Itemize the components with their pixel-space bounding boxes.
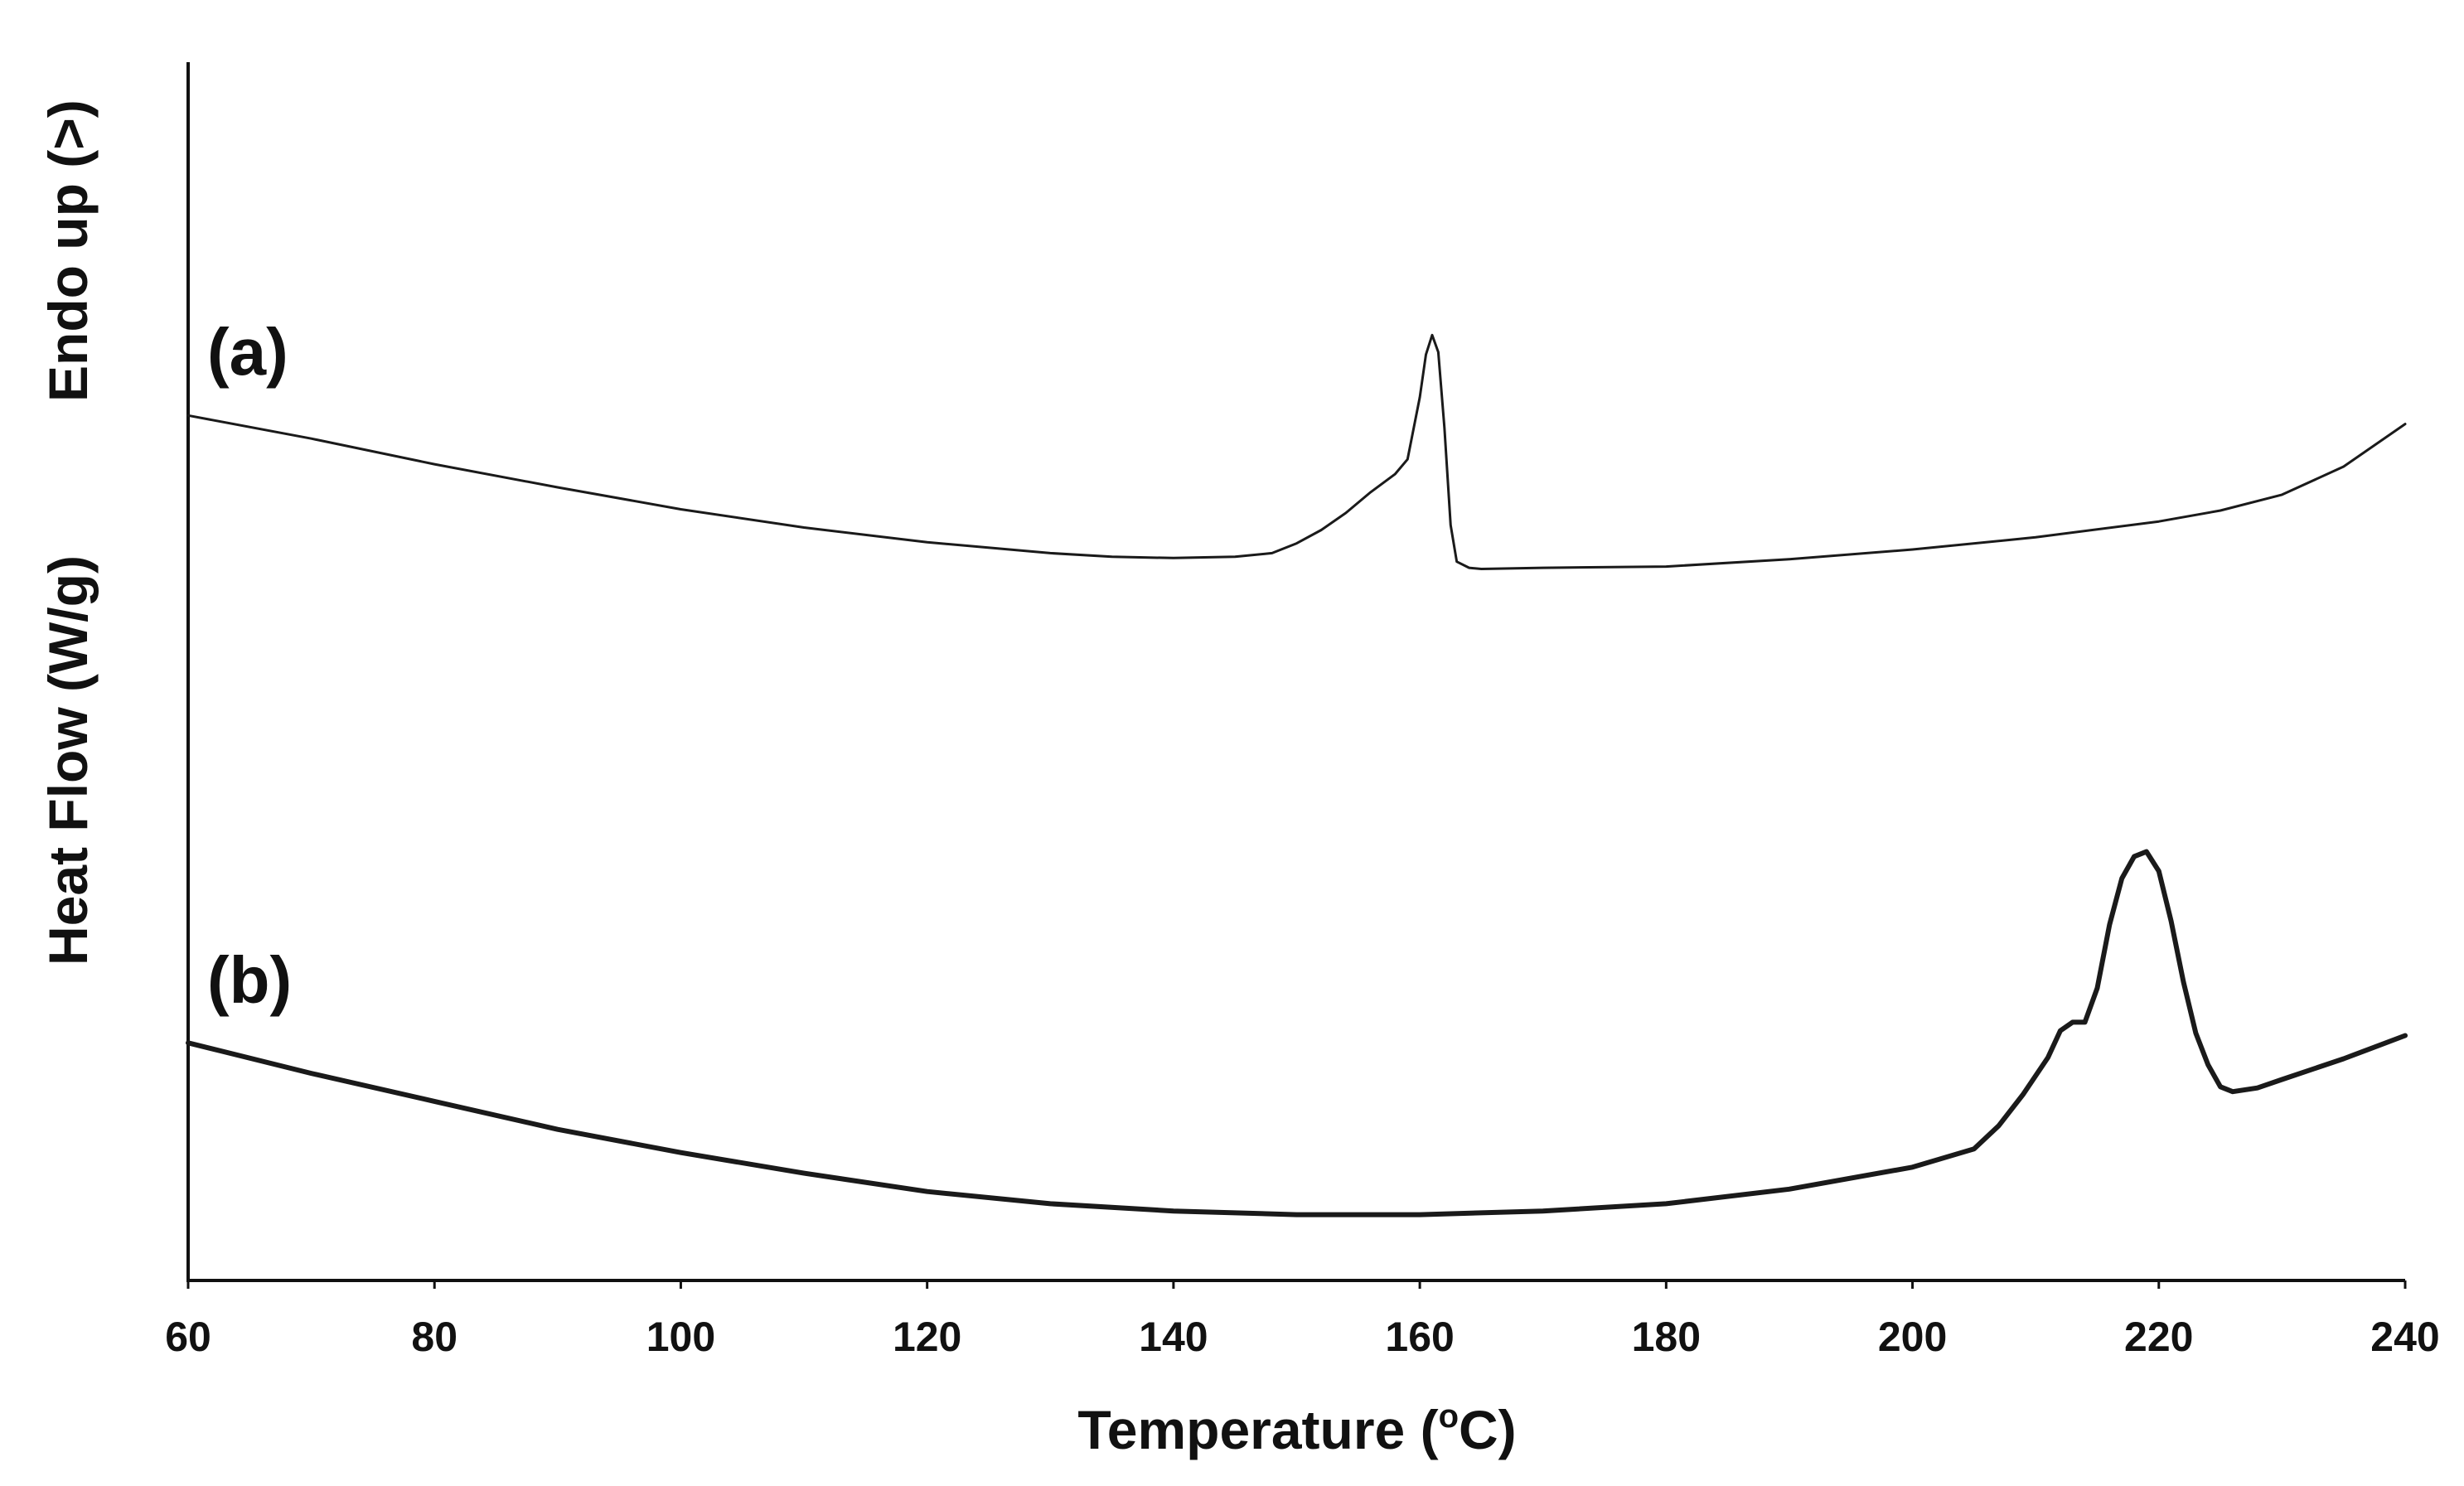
series-label-b: (b) xyxy=(207,943,292,1017)
series-line-a xyxy=(186,333,2407,570)
series-layer xyxy=(186,333,2408,1217)
x-axis-title: Temperature (oC) xyxy=(1077,1398,1516,1460)
x-tick-label: 160 xyxy=(1385,1314,1454,1360)
series-label-a: (a) xyxy=(207,315,288,389)
x-tick-label: 220 xyxy=(2124,1314,2193,1360)
x-tick-label: 140 xyxy=(1139,1314,1208,1360)
x-tick-label: 60 xyxy=(165,1314,211,1360)
x-tick-label: 100 xyxy=(646,1314,715,1360)
x-axis-ticks xyxy=(186,1280,2407,1289)
x-tick-label: 200 xyxy=(1878,1314,1947,1360)
y-axis-note: Endo up (>) xyxy=(37,99,99,402)
x-tick-label: 180 xyxy=(1632,1314,1701,1360)
x-axis-tick-labels: 60 80 100 120 140 160 180 200 220 240 xyxy=(165,1314,2440,1360)
series-line-b xyxy=(186,849,2408,1217)
x-tick-label: 80 xyxy=(411,1314,457,1360)
x-tick-label: 120 xyxy=(893,1314,961,1360)
plot-area: 60 80 100 120 140 160 180 200 220 240 xyxy=(165,62,2440,1360)
x-tick-label: 240 xyxy=(2370,1314,2439,1360)
y-axis-title: Heat Flow (W/g) xyxy=(37,555,99,966)
